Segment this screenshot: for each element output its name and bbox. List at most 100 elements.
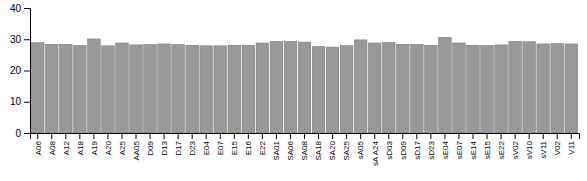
x-tick: SA25 <box>342 133 351 161</box>
x-tick-mark <box>402 133 403 139</box>
x-tick: SA01 <box>272 133 281 161</box>
x-tick-mark <box>164 133 165 139</box>
x-tick: A12 <box>62 133 71 155</box>
x-tick-label: A06 <box>34 140 43 155</box>
bar <box>411 44 424 133</box>
y-tick-mark <box>24 133 30 134</box>
x-tick-mark <box>543 133 544 139</box>
x-axis-line <box>31 134 580 140</box>
x-tick: sE15 <box>483 133 492 159</box>
x-tick-mark <box>515 133 516 139</box>
bar <box>102 46 115 133</box>
bar <box>453 43 466 133</box>
bar <box>354 40 367 133</box>
x-tick-mark <box>458 133 459 139</box>
y-tick-label: 10 <box>10 96 22 107</box>
bar <box>88 39 101 133</box>
x-tick-label: sA A24 <box>371 140 380 165</box>
x-tick: SA18 <box>314 133 323 161</box>
x-tick-mark <box>37 133 38 139</box>
x-tick-label: sD23 <box>427 140 436 159</box>
x-tick-label: A18 <box>76 140 85 155</box>
x-tick: A20 <box>104 133 113 155</box>
x-tick-mark <box>51 133 52 139</box>
bar <box>368 43 381 133</box>
y-tick: 30 <box>10 34 30 45</box>
x-tick-mark <box>220 133 221 139</box>
y-tick: 10 <box>10 96 30 107</box>
x-tick: sD03 <box>385 133 394 160</box>
x-tick-label: D23 <box>188 140 197 155</box>
bar <box>116 43 129 133</box>
bar <box>312 46 325 133</box>
x-tick: sD17 <box>413 133 422 160</box>
y-tick-label: 0 <box>15 128 21 139</box>
bar <box>467 45 480 133</box>
x-tick-label: E16 <box>244 140 253 155</box>
x-tick-mark <box>206 133 207 139</box>
bar <box>200 46 213 133</box>
bar <box>228 45 241 133</box>
x-tick-label: E04 <box>202 140 211 155</box>
bar <box>130 45 143 133</box>
x-tick-label: sD09 <box>399 140 408 159</box>
x-tick: A06 <box>34 133 43 155</box>
x-tick: sA05 <box>356 133 365 159</box>
x-tick-label: AA05 <box>132 140 141 160</box>
x-tick-label: SA25 <box>342 140 351 160</box>
x-tick-label: SA08 <box>300 140 309 160</box>
x-tick-label: sV02 <box>511 140 520 159</box>
x-tick-mark <box>262 133 263 139</box>
y-tick-mark <box>24 8 30 9</box>
x-tick-mark <box>178 133 179 139</box>
bar <box>509 41 522 133</box>
x-tick-mark <box>290 133 291 139</box>
x-tick: SA20 <box>328 133 337 161</box>
x-tick-label: sE14 <box>469 140 478 159</box>
x-tick: V11 <box>567 133 576 155</box>
x-tick-mark <box>332 133 333 139</box>
x-tick: A18 <box>76 133 85 155</box>
x-tick-label: V02 <box>553 140 562 155</box>
x-tick-label: A19 <box>90 140 99 155</box>
x-tick-label: sE07 <box>455 140 464 159</box>
x-tick-label: A25 <box>118 140 127 155</box>
x-tick-label: sE04 <box>441 140 450 159</box>
x-tick: E16 <box>244 133 253 155</box>
x-tick: A19 <box>90 133 99 155</box>
x-tick: A08 <box>48 133 57 155</box>
bar <box>59 44 72 133</box>
x-tick: sV10 <box>525 133 534 159</box>
x-tick-mark <box>150 133 151 139</box>
x-tick-label: sE22 <box>497 140 506 159</box>
x-tick: E15 <box>230 133 239 155</box>
y-axis: 010203040 <box>10 3 31 139</box>
bar <box>284 41 297 133</box>
x-tick-mark <box>79 133 80 139</box>
x-tick: sA A24 <box>371 133 380 166</box>
x-tick-label: E22 <box>258 140 267 155</box>
y-tick-label: 30 <box>10 34 22 45</box>
x-tick-mark <box>557 133 558 139</box>
x-tick-mark <box>444 133 445 139</box>
bar <box>425 45 438 133</box>
plot: 010203040A06A08A12A18A19A20A25AA05D09D13… <box>10 3 580 166</box>
x-tick: sD23 <box>427 133 436 160</box>
x-tick-label: sA05 <box>356 140 365 159</box>
x-tick: sE22 <box>497 133 506 159</box>
bar <box>340 46 353 134</box>
bar <box>172 45 185 133</box>
x-tick: D09 <box>146 133 155 156</box>
x-tick-mark <box>248 133 249 139</box>
x-tick-mark <box>318 133 319 139</box>
x-tick: A25 <box>118 133 127 155</box>
bar <box>551 44 564 133</box>
x-tick-mark <box>529 133 530 139</box>
chart: 010203040A06A08A12A18A19A20A25AA05D09D13… <box>0 0 587 181</box>
bar <box>565 44 578 133</box>
x-tick-label: SA20 <box>328 140 337 160</box>
x-tick: AA05 <box>132 133 141 161</box>
x-tick-mark <box>65 133 66 139</box>
x-tick-mark <box>501 133 502 139</box>
x-tick: D17 <box>174 133 183 156</box>
